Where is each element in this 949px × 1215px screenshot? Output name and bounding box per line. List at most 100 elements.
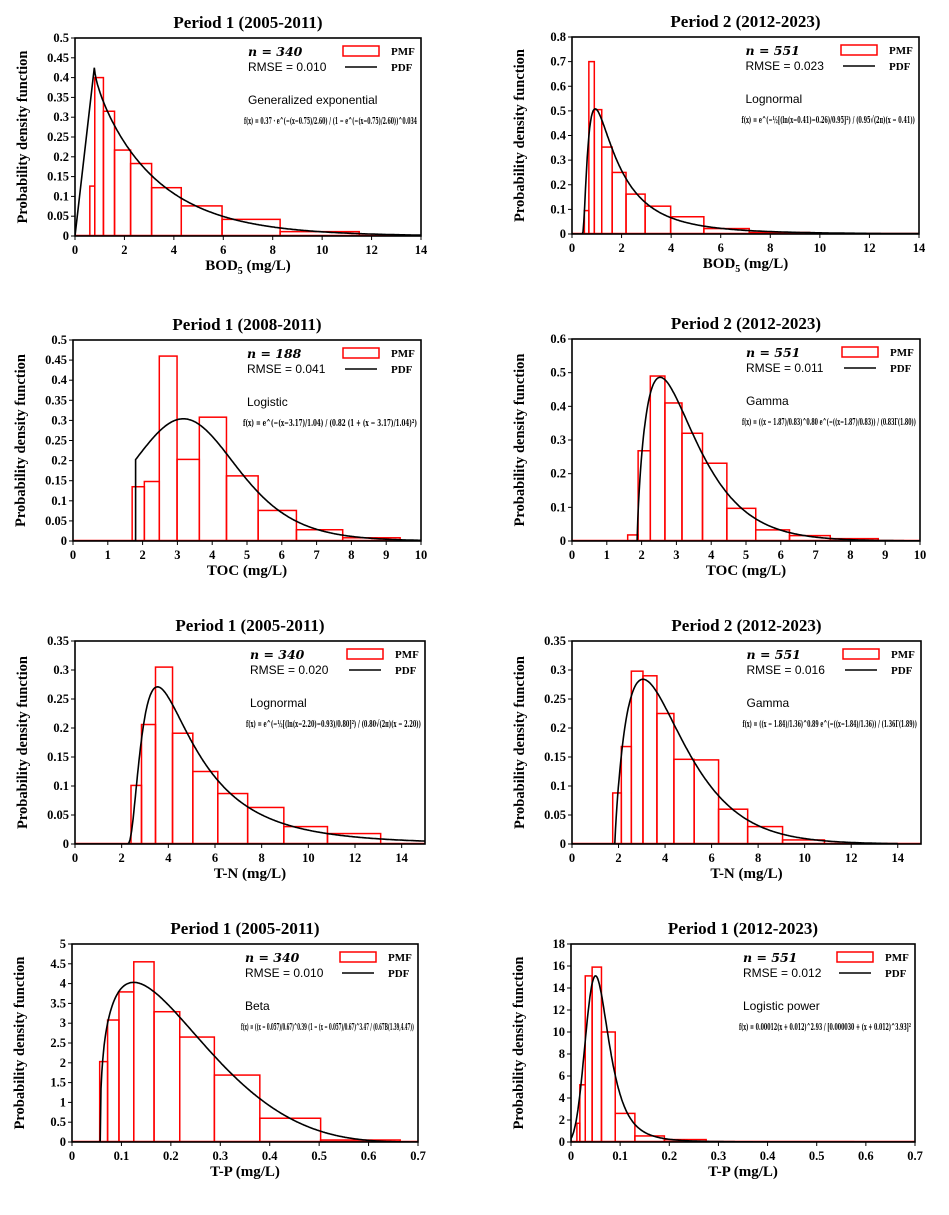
y-tick-label: 0 — [560, 837, 566, 851]
x-tick-label: 10 — [814, 241, 827, 255]
y-tick-label: 0 — [560, 227, 566, 241]
y-axis-label: Probability density function — [12, 957, 28, 1130]
x-tick-label: 14 — [395, 851, 408, 865]
legend-pdf-label: PDF — [885, 968, 907, 980]
x-tick-label: 0 — [70, 548, 76, 562]
distribution-name: Lognormal — [250, 696, 307, 710]
chart-svg: Period 1 (2005-2011) 0 0.1 0.2 0.3 0.4 0.5 0.6 0… — [12, 919, 426, 1180]
chart-title: Period 1 (2008-2011) — [172, 315, 321, 334]
y-tick-label: 0.45 — [45, 353, 67, 367]
y-tick-label: 0.25 — [45, 434, 67, 448]
x-tick-label: 4 — [165, 851, 172, 865]
y-tick-label: 0.1 — [550, 202, 566, 216]
pdf-formula: f(x) = e^(−(x−3.17)/1.04) / (0.82 (1 + (… — [243, 418, 417, 429]
x-tick-label: 2 — [139, 548, 145, 562]
legend-pmf-label: PMF — [885, 952, 909, 964]
x-tick-label: 10 — [914, 548, 927, 562]
x-tick-label: 0.3 — [711, 1149, 727, 1163]
legend-pmf-label: PMF — [388, 952, 412, 964]
x-tick-label: 0 — [568, 1149, 574, 1163]
legend-pmf-label: PMF — [391, 348, 415, 360]
y-tick-label: 0.45 — [47, 51, 69, 65]
y-tick-label: 4.5 — [50, 957, 66, 971]
pmf-bar — [614, 1112, 636, 1142]
x-tick-label: 0.4 — [760, 1149, 776, 1163]
x-tick-label: 12 — [863, 241, 876, 255]
y-tick-label: 3 — [60, 1016, 66, 1030]
rmse-label: RMSE = 0.041 — [247, 362, 326, 376]
y-tick-label: 3.5 — [50, 996, 66, 1010]
pmf-bars — [576, 966, 855, 1142]
distribution-name: Logistic power — [743, 999, 820, 1013]
legend-pmf-swatch — [339, 951, 377, 963]
y-tick-label: 1 — [60, 1095, 66, 1109]
pmf-bar — [221, 218, 281, 236]
y-tick-label: 0.15 — [45, 474, 67, 488]
x-tick-label: 0.2 — [163, 1149, 179, 1163]
x-axis-label: T-P (mg/L) — [708, 1164, 778, 1180]
pmf-bar — [246, 806, 285, 844]
y-tick-label: 0 — [61, 534, 67, 548]
distribution-name: Logistic — [247, 395, 288, 409]
y-tick-label: 0.2 — [51, 454, 67, 468]
pmf-bar — [600, 146, 613, 234]
x-tick-label: 5 — [244, 548, 250, 562]
x-tick-label: 8 — [767, 241, 773, 255]
x-tick-label: 6 — [718, 241, 724, 255]
plot-frame — [74, 640, 426, 845]
pdf-formula: f(x) = ((x − 1.87)/0.83)^0.80 e^(−((x−1.… — [742, 417, 916, 428]
pmf-bar — [102, 110, 116, 236]
x-tick-label: 1 — [105, 548, 111, 562]
x-tick-label: 6 — [220, 243, 226, 257]
chart-panel-bod-p1: Period 1 (2005-2011) 0 2 4 6 8 10 12 14 0 0.05 0.1 0… — [0, 0, 474, 300]
y-tick-label: 0 — [63, 837, 69, 851]
x-axis-label: TOC (mg/L) — [207, 563, 287, 579]
x-tick-label: 0.6 — [858, 1149, 874, 1163]
y-tick-label: 1.5 — [50, 1076, 66, 1090]
pdf-formula: f(x) = 0.37 · e^(−(x−0.75)/2.60) / (1 − … — [244, 116, 417, 127]
x-tick-label: 8 — [348, 548, 354, 562]
y-tick-label: 0.35 — [45, 393, 67, 407]
y-tick-label: 0.5 — [51, 333, 67, 347]
pdf-curve — [75, 67, 421, 236]
y-tick-label: 0.2 — [550, 178, 566, 192]
x-tick-label: 3 — [174, 548, 180, 562]
x-tick-label: 5 — [743, 548, 749, 562]
y-tick-label: 0 — [60, 1135, 66, 1149]
x-tick-label: 3 — [673, 548, 679, 562]
chart-title: Period 2 (2012-2023) — [671, 616, 821, 635]
pmf-bar — [295, 528, 344, 541]
legend-pdf-label: PDF — [890, 363, 912, 375]
distribution-name: Gamma — [746, 394, 789, 408]
x-tick-label: 8 — [270, 243, 276, 257]
pmf-bar — [213, 1074, 261, 1142]
x-tick-label: 4 — [209, 548, 216, 562]
chart-title: Period 1 (2005-2011) — [173, 13, 322, 32]
y-tick-label: 4 — [60, 977, 67, 991]
x-tick-label: 14 — [891, 851, 904, 865]
pdf-formula: f(x) = 0.00012(x + 0.012)^2.93 / [0.0000… — [739, 1022, 911, 1033]
pmf-bar — [217, 792, 249, 844]
y-tick-label: 0.4 — [550, 129, 566, 143]
x-tick-label: 0.7 — [907, 1149, 923, 1163]
pmf-bar — [726, 507, 757, 541]
distribution-name: Generalized exponential — [248, 93, 377, 107]
y-axis-label: Probability density function — [512, 656, 528, 829]
chart-title: Period 1 (2012-2023) — [668, 919, 818, 938]
y-tick-label: 0.3 — [53, 110, 69, 124]
y-tick-label: 0.25 — [544, 692, 566, 706]
pmf-bar — [143, 480, 161, 541]
y-tick-label: 0.5 — [550, 366, 566, 380]
y-tick-label: 0.05 — [45, 514, 67, 528]
sample-size-label: n = 340 — [250, 647, 305, 662]
chart-svg: Period 1 (2005-2011) 0 2 4 6 8 10 12 14 0 0.05 0.1 0… — [15, 13, 428, 277]
legend-pdf-label: PDF — [391, 62, 413, 74]
pmf-bar — [649, 375, 666, 541]
pmf-bars — [611, 670, 826, 844]
legend-pmf-label: PMF — [391, 46, 415, 58]
rmse-label: RMSE = 0.011 — [746, 361, 824, 375]
pdf-curve — [72, 981, 418, 1142]
pmf-bar — [642, 675, 658, 844]
y-tick-label: 0.1 — [51, 494, 67, 508]
chart-title: Period 2 (2012-2023) — [670, 12, 820, 31]
